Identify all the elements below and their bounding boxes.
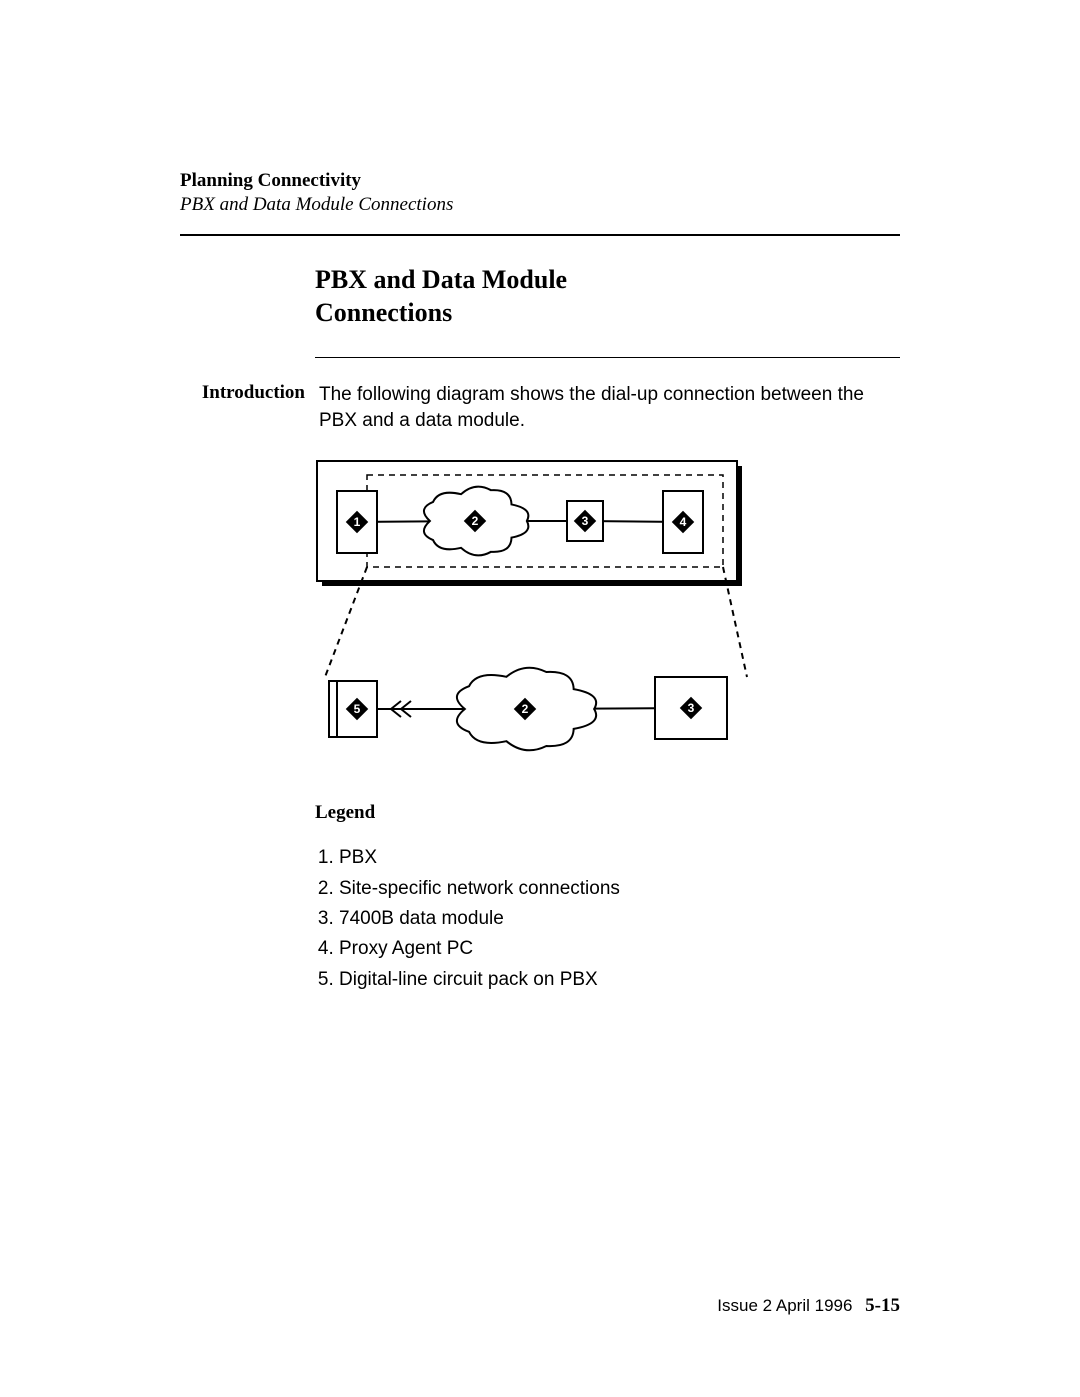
rule-short bbox=[315, 357, 900, 358]
legend-item: PBX bbox=[339, 843, 900, 873]
legend-item: Digital-line circuit pack on PBX bbox=[339, 965, 900, 995]
legend-item: 7400B data module bbox=[339, 904, 900, 934]
svg-text:1: 1 bbox=[354, 515, 361, 529]
legend-item: Proxy Agent PC bbox=[339, 934, 900, 964]
diagram: 1 2 3 4 5 2 3 bbox=[315, 459, 900, 774]
page-number: 5-15 bbox=[865, 1295, 900, 1316]
intro-label: Introduction bbox=[180, 382, 305, 433]
chapter-header: Planning Connectivity bbox=[180, 170, 900, 192]
page-footer: Issue 2 April 1996 5-15 bbox=[717, 1295, 900, 1317]
page-content: Planning Connectivity PBX and Data Modul… bbox=[180, 170, 900, 1277]
legend-heading: Legend bbox=[315, 802, 900, 824]
svg-text:5: 5 bbox=[354, 702, 361, 716]
intro-row: Introduction The following diagram shows… bbox=[180, 382, 900, 433]
section-title: PBX and Data ModuleConnections bbox=[315, 264, 900, 329]
chapter-subtitle: PBX and Data Module Connections bbox=[180, 194, 900, 216]
svg-text:4: 4 bbox=[680, 515, 687, 529]
svg-text:2: 2 bbox=[522, 702, 529, 716]
svg-text:3: 3 bbox=[582, 514, 589, 528]
svg-text:3: 3 bbox=[688, 701, 695, 715]
svg-text:2: 2 bbox=[472, 514, 479, 528]
intro-text: The following diagram shows the dial-up … bbox=[319, 382, 900, 433]
legend-item: Site-specific network connections bbox=[339, 874, 900, 904]
issue-text: Issue 2 April 1996 bbox=[717, 1296, 852, 1315]
rule-main bbox=[180, 234, 900, 236]
legend-list: PBXSite-specific network connections7400… bbox=[315, 843, 900, 995]
